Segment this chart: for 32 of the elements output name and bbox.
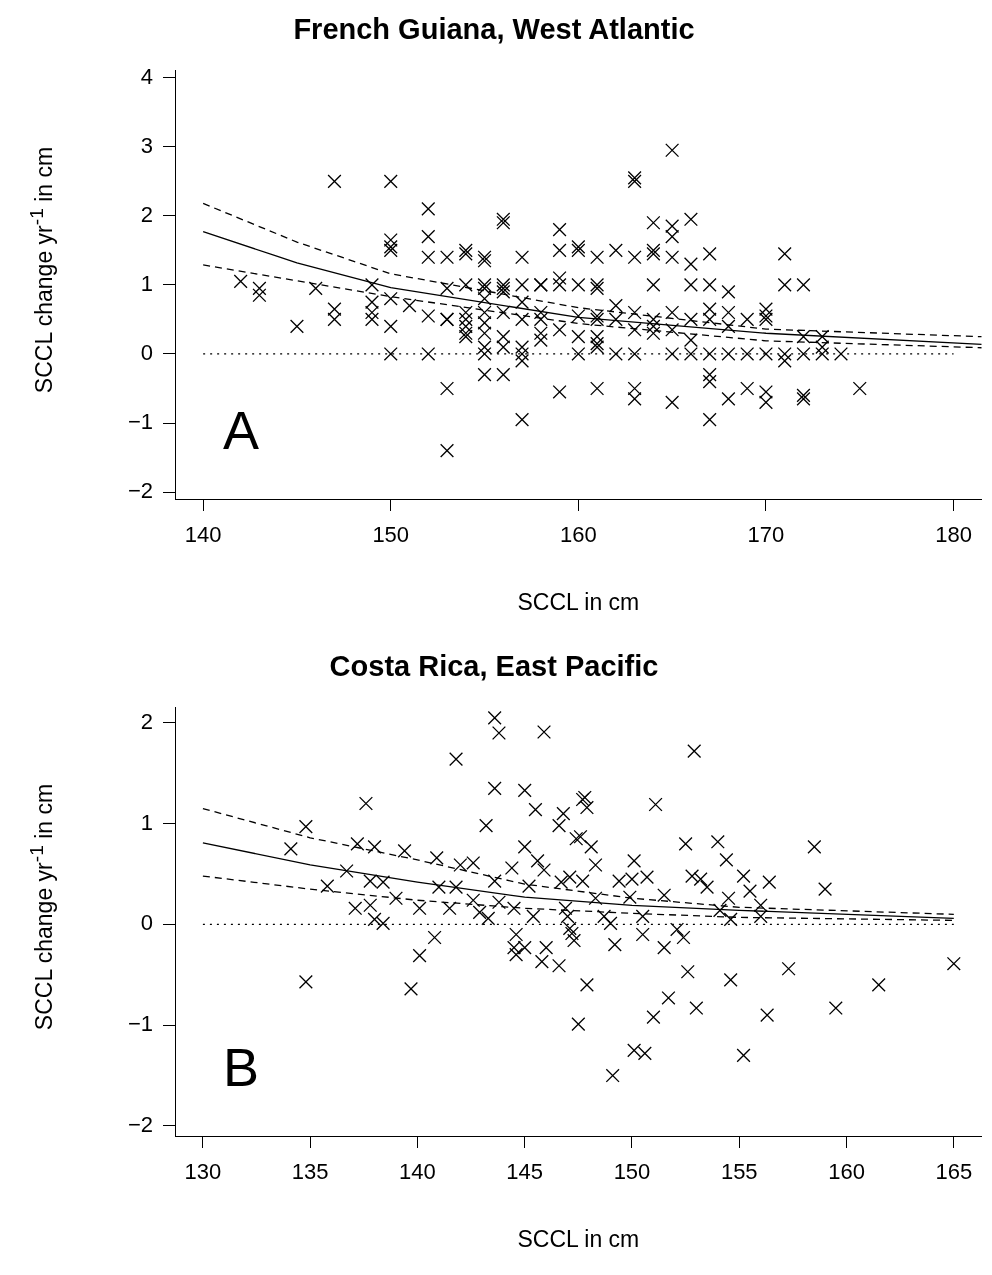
y-tick-label: 1	[140, 809, 153, 835]
y-tick-label: 1	[140, 270, 153, 296]
y-tick-label: −1	[127, 1011, 153, 1037]
x-axis-title: SCCL in cm	[517, 588, 640, 615]
y-tick-label: 0	[140, 340, 153, 366]
line-series	[202, 807, 955, 915]
x-tick-label: 145	[506, 1159, 544, 1185]
x-tick-label: 150	[613, 1159, 651, 1185]
x-tick-label: 160	[559, 522, 597, 548]
y-tick-label: −2	[127, 1111, 153, 1137]
y-tick-label: 2	[140, 708, 153, 734]
x-tick-label: 150	[372, 522, 410, 548]
x-tick-label: 160	[828, 1159, 865, 1185]
x-tick-label: 170	[747, 522, 785, 548]
annotation: A	[223, 400, 260, 460]
x-tick-label: 135	[291, 1159, 329, 1185]
x-tick-label: 140	[399, 1159, 436, 1185]
x-tick-label: 155	[720, 1159, 758, 1185]
y-tick-label: 4	[140, 63, 153, 89]
y-tick-label: −2	[127, 478, 153, 504]
x-tick-label: 180	[935, 522, 972, 548]
y-tick-label: 2	[140, 201, 153, 227]
y-tick-label: 0	[140, 910, 153, 936]
annotation: B	[223, 1037, 260, 1097]
x-tick-label: 140	[184, 522, 222, 548]
x-tick-label: 165	[935, 1159, 973, 1185]
y-tick-label: −1	[127, 409, 153, 435]
chart-title: French Guiana, West Atlantic	[293, 13, 695, 46]
x-axis-title: SCCL in cm	[517, 1225, 640, 1252]
y-tick-label: 3	[140, 132, 153, 158]
chart-title: Costa Rica, East Pacific	[329, 650, 659, 683]
x-tick-label: 130	[184, 1159, 222, 1185]
